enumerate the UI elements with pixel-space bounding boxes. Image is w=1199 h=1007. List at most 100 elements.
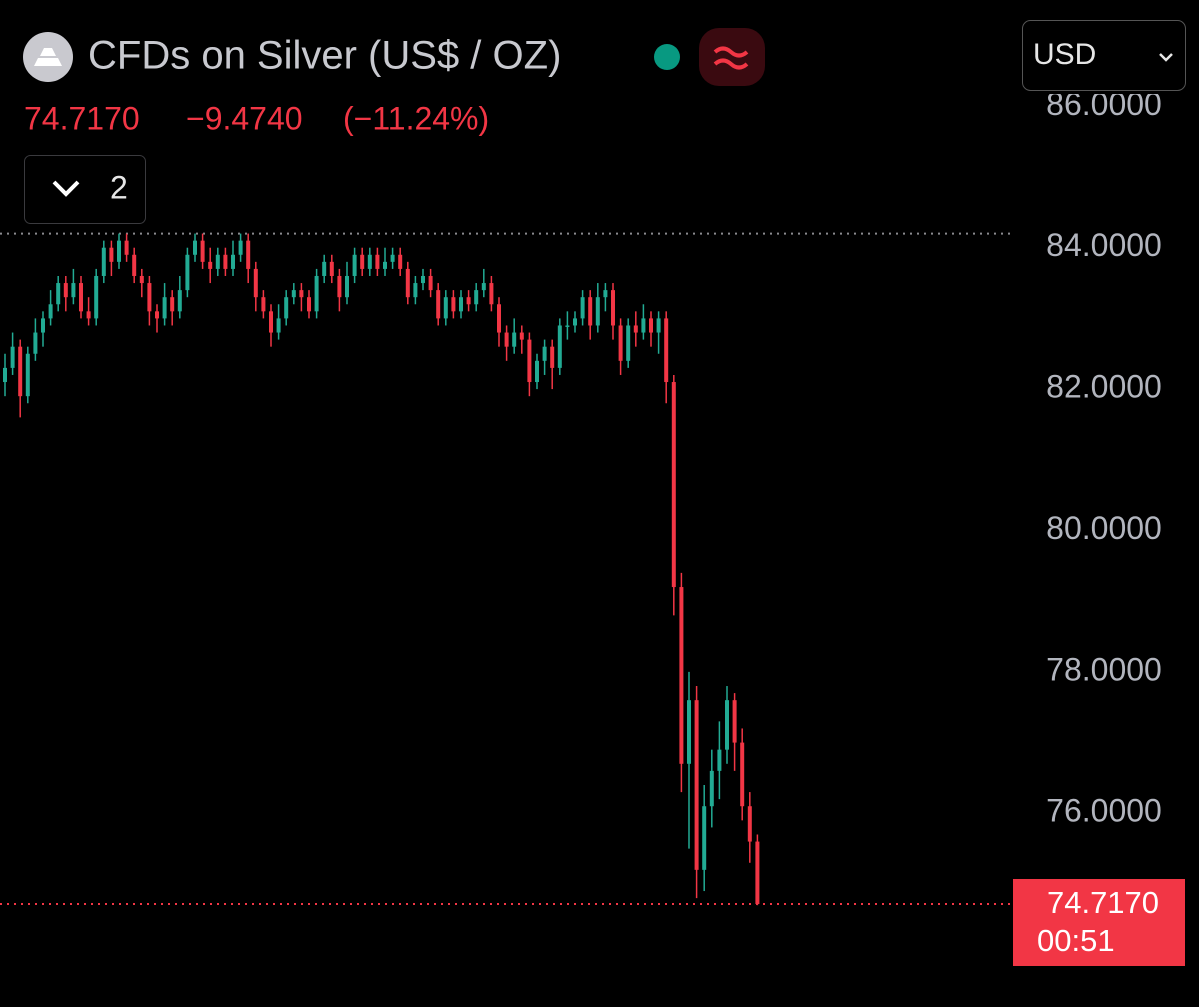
- symbol-icon: [23, 32, 73, 82]
- candle-body: [375, 254, 380, 269]
- candle-body: [33, 332, 38, 354]
- candle-body: [215, 254, 220, 269]
- candle-body: [717, 749, 722, 771]
- currency-select[interactable]: [1022, 20, 1186, 91]
- candle-body: [223, 254, 228, 269]
- candle-body: [740, 742, 745, 807]
- indicator-count: 2: [110, 169, 128, 205]
- candle-body: [565, 325, 570, 327]
- candle-body: [527, 339, 532, 383]
- candle-body: [542, 346, 547, 361]
- candle-body: [747, 806, 752, 842]
- last-price-box: [1013, 878, 1185, 966]
- candle-body: [390, 254, 395, 262]
- y-tick-label: 84.0000: [1046, 227, 1162, 263]
- last-price-label: 74.7170: [1047, 885, 1159, 920]
- candle-body: [588, 297, 593, 326]
- candle-body: [671, 382, 676, 588]
- market-open-dot: [654, 44, 680, 70]
- candle-body: [595, 297, 600, 326]
- candle-body: [139, 275, 144, 284]
- candle-body: [360, 254, 365, 269]
- chevron-icon: [52, 180, 80, 197]
- candle-body: [101, 247, 106, 276]
- candle-body: [725, 700, 729, 750]
- candle-body: [405, 268, 410, 298]
- candle-body: [413, 283, 418, 298]
- candle-body: [436, 290, 441, 319]
- candle-body: [238, 240, 243, 255]
- last-price: 74.7170: [24, 100, 140, 136]
- candle-body: [253, 268, 258, 298]
- candle-body: [702, 806, 707, 870]
- candle-body: [170, 297, 175, 312]
- candle-body: [132, 254, 137, 276]
- candle-body: [618, 325, 623, 361]
- candle-body: [276, 318, 281, 333]
- candle-body: [709, 770, 714, 807]
- candle-body: [299, 290, 304, 298]
- candle-body: [603, 290, 608, 298]
- candle-body: [626, 325, 631, 361]
- candle-body: [557, 325, 562, 368]
- currency-label: USD: [1033, 38, 1096, 71]
- candle-body: [611, 290, 615, 326]
- candle-body: [177, 290, 182, 312]
- candle-body: [451, 297, 456, 312]
- candle-body: [3, 367, 7, 383]
- candle-body: [497, 304, 501, 333]
- candle-body: [284, 297, 289, 319]
- candle-body: [421, 275, 425, 284]
- candle-body: [337, 275, 342, 298]
- delayed-badge[interactable]: [699, 28, 765, 86]
- candle-body: [193, 240, 197, 255]
- candle-body: [641, 318, 646, 333]
- candle-body: [664, 318, 669, 383]
- price-change: −9.4740: [186, 100, 303, 136]
- candle-body: [200, 240, 205, 262]
- candle-body: [117, 240, 121, 262]
- candle-body: [63, 283, 68, 298]
- delayed-icon: [713, 46, 749, 70]
- candle-body: [656, 318, 661, 333]
- symbol-icon-bars: [34, 48, 62, 66]
- candle-body: [687, 700, 691, 764]
- candle-body: [519, 332, 524, 340]
- plot-area: 76.000078.000080.000082.000084.000086.00…: [0, 86, 1185, 966]
- price-change-percent: (−11.24%): [343, 100, 489, 136]
- candle-body: [86, 311, 91, 319]
- candle-body: [443, 297, 448, 319]
- candle-body: [322, 261, 327, 276]
- candle-body: [459, 297, 463, 312]
- indicators-toggle[interactable]: [24, 155, 146, 224]
- candle-body: [649, 318, 653, 333]
- candle-body: [291, 290, 296, 298]
- candle-body: [573, 318, 577, 326]
- candle-body: [550, 346, 555, 368]
- candle-body: [124, 240, 129, 255]
- candle-body: [48, 304, 53, 319]
- candle-body: [185, 254, 190, 291]
- candle-body: [269, 311, 273, 333]
- candle-body: [504, 332, 509, 347]
- candle-body: [535, 360, 539, 383]
- candle-body: [428, 275, 433, 291]
- candle-body: [155, 311, 159, 319]
- candle-body: [109, 247, 114, 262]
- y-tick-label: 80.0000: [1046, 510, 1162, 546]
- candle-body: [481, 283, 486, 291]
- candle-body: [352, 254, 357, 276]
- candle-body: [512, 332, 517, 347]
- bar-countdown: 00:51: [1037, 923, 1115, 958]
- candle-body: [231, 254, 235, 269]
- candle-body: [314, 275, 319, 312]
- candle-body: [261, 297, 266, 312]
- candle-body: [208, 261, 213, 269]
- y-tick-label: 78.0000: [1046, 651, 1162, 687]
- candle-body: [56, 283, 61, 305]
- candle-body: [694, 700, 699, 870]
- candle-body: [580, 297, 585, 319]
- candle-body: [307, 297, 311, 312]
